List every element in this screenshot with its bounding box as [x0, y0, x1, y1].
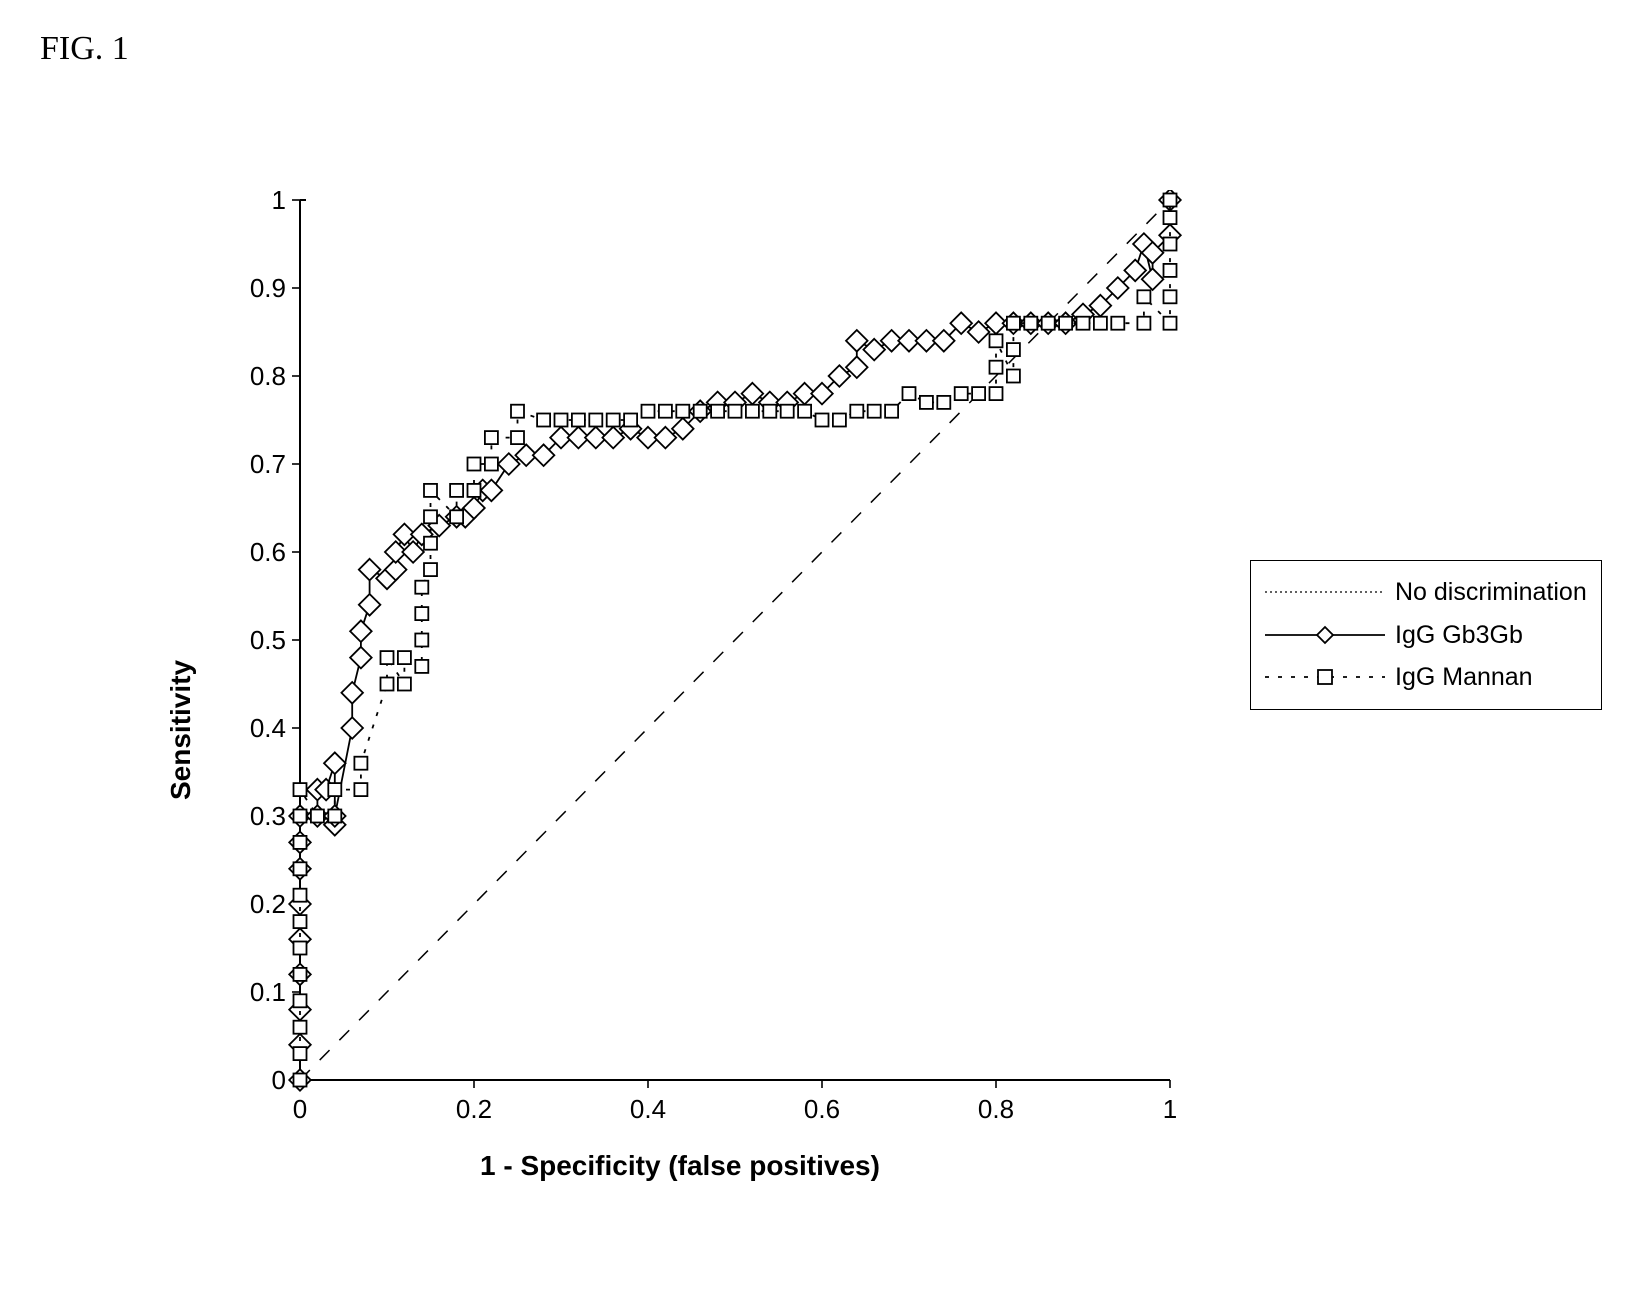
x-tick-label: 0.6: [797, 1094, 847, 1125]
x-axis-label: 1 - Specificity (false positives): [480, 1150, 880, 1182]
y-tick-label: 0.4: [236, 713, 286, 744]
square-dotted-icon: [1265, 667, 1385, 687]
y-tick-label: 0.3: [236, 801, 286, 832]
legend-label: No discrimination: [1395, 571, 1587, 614]
legend-item-mannan: IgG Mannan: [1265, 656, 1587, 699]
y-tick-label: 0.5: [236, 625, 286, 656]
y-tick-label: 0: [236, 1065, 286, 1096]
legend-label: IgG Gb3Gb: [1395, 614, 1523, 657]
y-tick-label: 0.6: [236, 537, 286, 568]
legend: No discrimination IgG Gb3Gb IgG Mannan: [1250, 560, 1602, 710]
diamond-line-icon: [1265, 625, 1385, 645]
legend-item-gb3gb: IgG Gb3Gb: [1265, 614, 1587, 657]
y-tick-label: 0.1: [236, 977, 286, 1008]
figure-label: FIG. 1: [40, 30, 1608, 68]
x-tick-label: 0.2: [449, 1094, 499, 1125]
legend-label: IgG Mannan: [1395, 656, 1533, 699]
y-tick-label: 0.9: [236, 273, 286, 304]
y-tick-label: 0.8: [236, 361, 286, 392]
x-tick-label: 0: [275, 1094, 325, 1125]
dashed-line-icon: [1265, 582, 1385, 602]
y-tick-label: 1: [236, 185, 286, 216]
y-tick-label: 0.7: [236, 449, 286, 480]
x-tick-label: 0.8: [971, 1094, 1021, 1125]
x-tick-label: 0.4: [623, 1094, 673, 1125]
legend-item-no-discrimination: No discrimination: [1265, 571, 1587, 614]
chart-container: Sensitivity 1 - Specificity (false posit…: [110, 190, 1610, 1230]
y-tick-label: 0.2: [236, 889, 286, 920]
page-root: FIG. 1 Sensitivity 1 - Specificity (fals…: [0, 0, 1648, 1293]
x-tick-label: 1: [1145, 1094, 1195, 1125]
